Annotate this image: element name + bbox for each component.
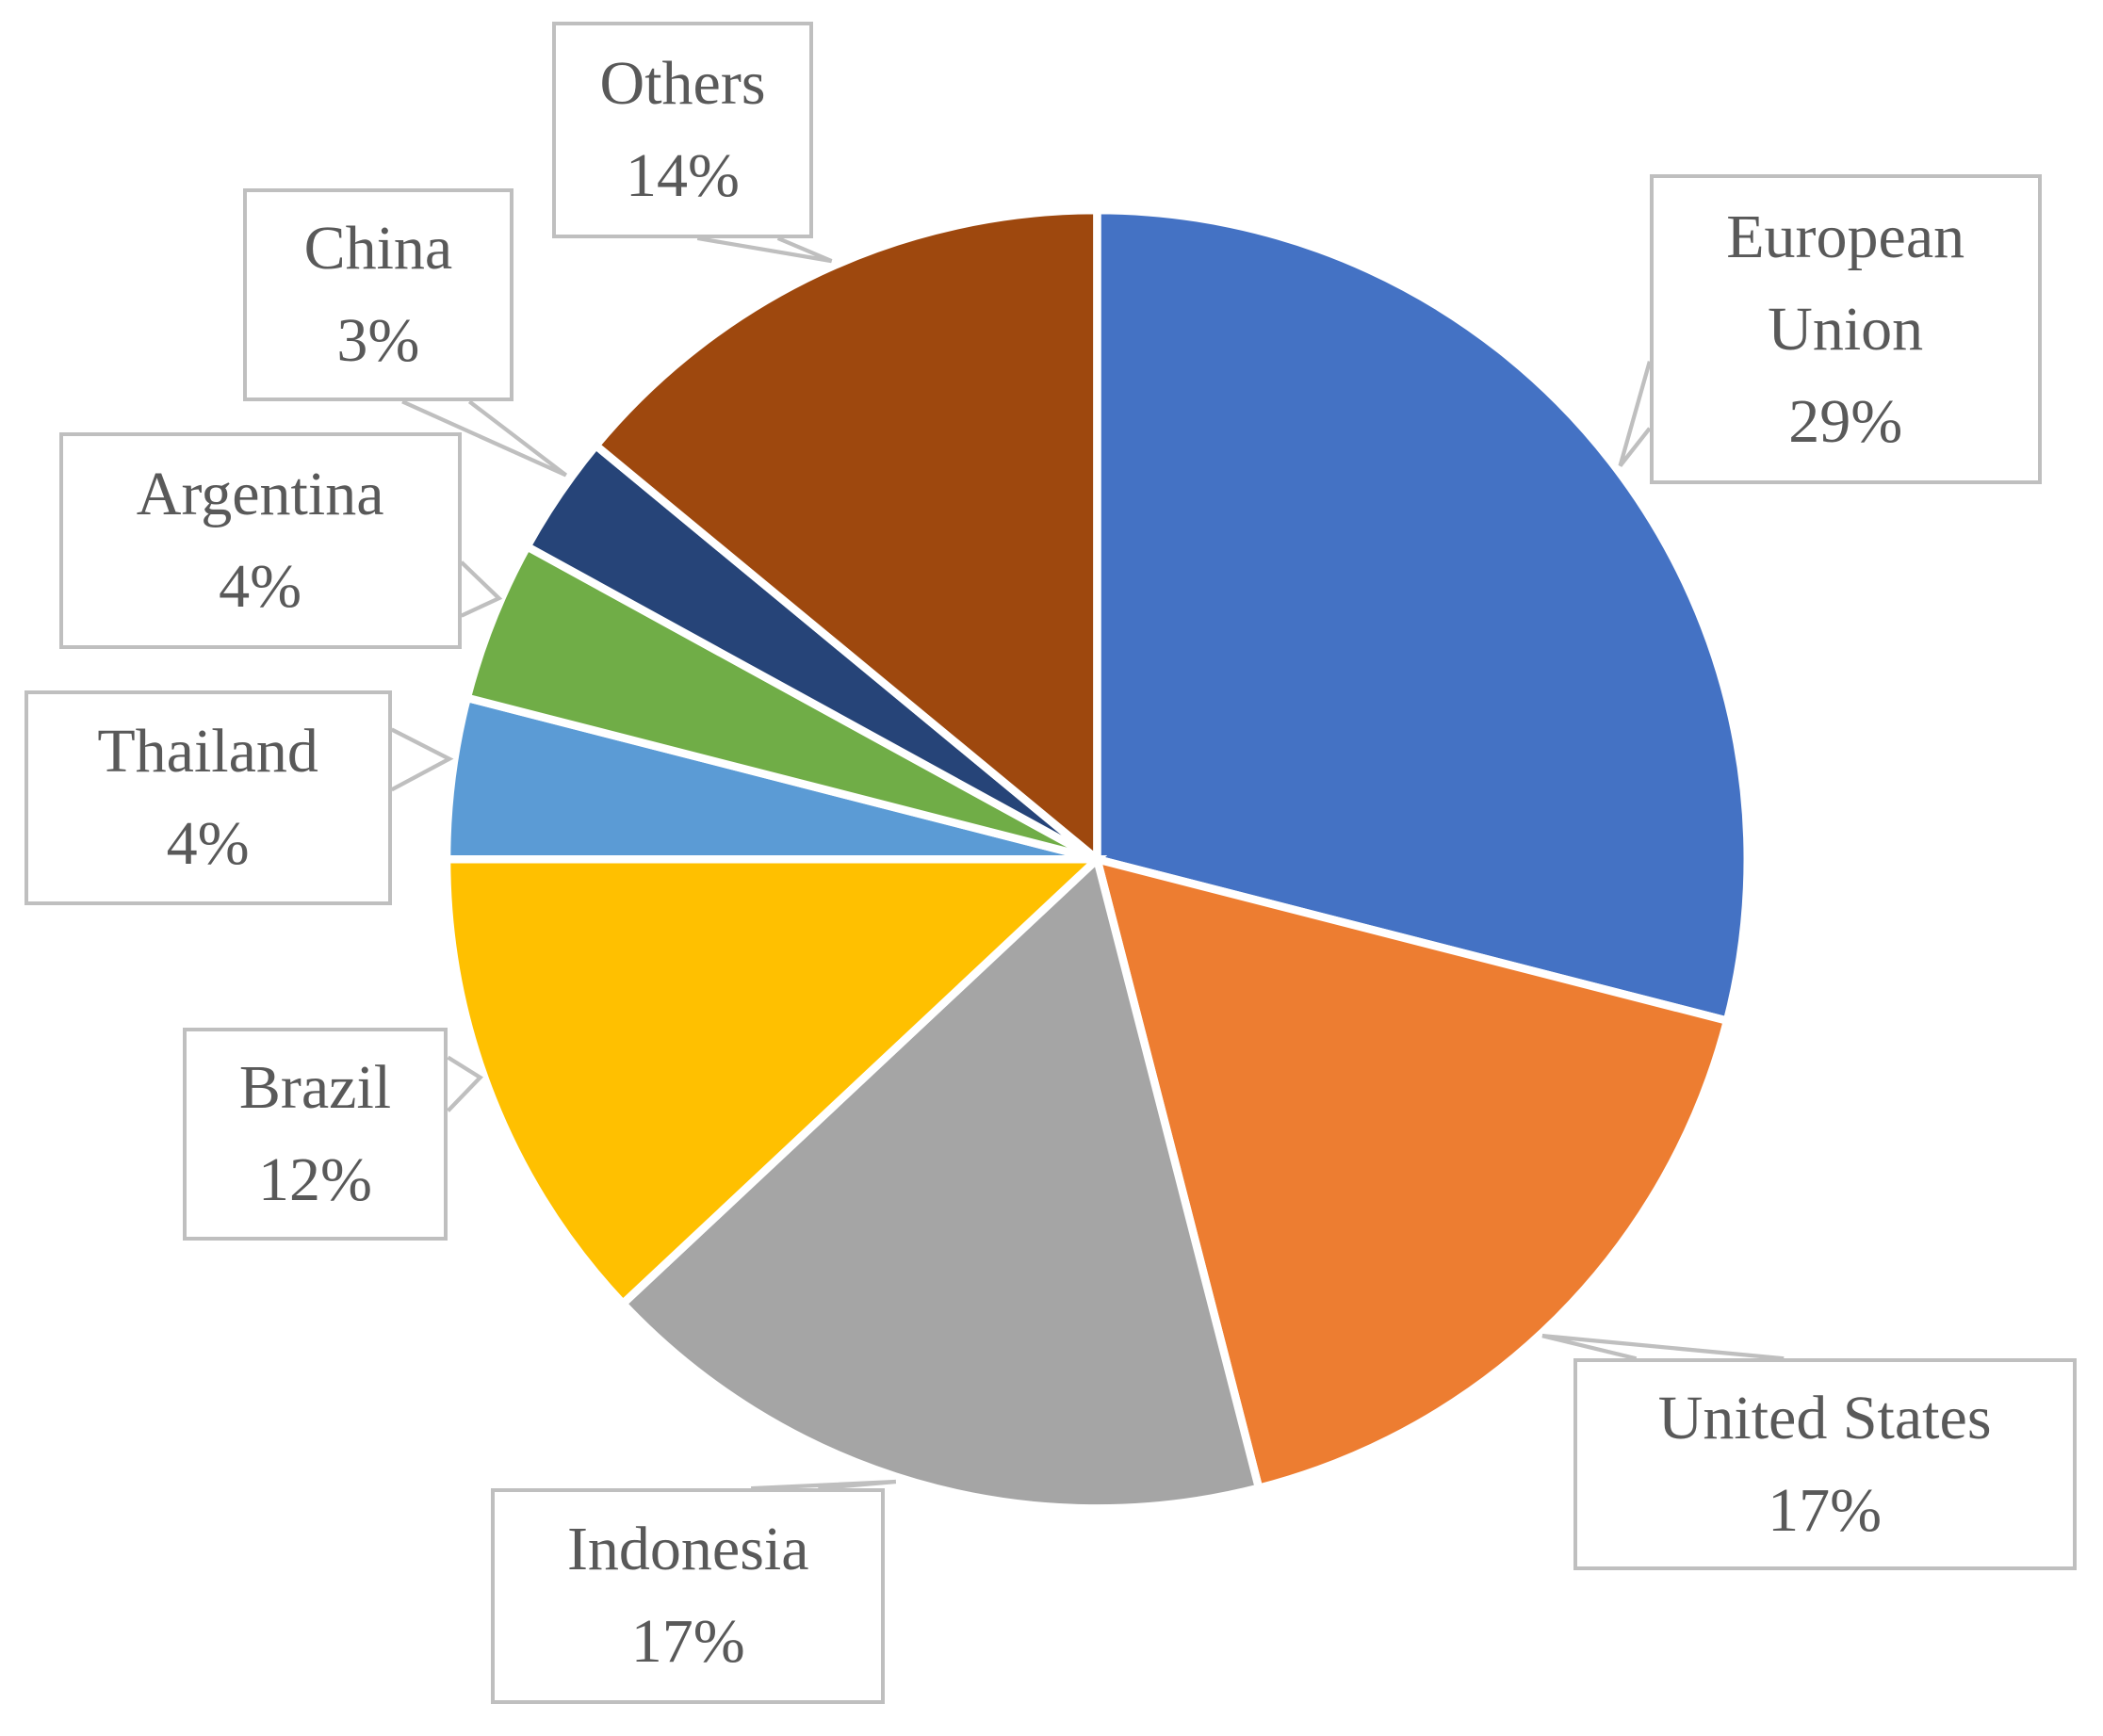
label-value: 29% [1788, 386, 1903, 456]
data-label: Thailand 4% [24, 690, 392, 905]
data-label: China 3% [242, 188, 514, 402]
label-value: 3% [336, 306, 420, 376]
label-name: Brazil [238, 1053, 392, 1123]
pie-slice [617, 852, 1264, 1513]
data-label: Argentina 4% [58, 431, 462, 650]
pie-slice [1091, 853, 1733, 1493]
label-value: 12% [258, 1145, 372, 1215]
data-label: European Union 29% [1649, 173, 2042, 485]
label-value: 14% [626, 140, 741, 210]
label-name: Thailand [97, 716, 318, 786]
callout-pointer [1541, 1334, 1785, 1361]
data-label: United States 17% [1573, 1358, 2077, 1570]
callout-pointer [390, 727, 454, 792]
pie-slice [442, 855, 1108, 1310]
pie-slice [1093, 205, 1752, 1026]
label-value: 17% [1768, 1475, 1883, 1545]
label-name: Others [599, 48, 766, 118]
label-value: 17% [630, 1607, 745, 1677]
data-label: Indonesia 17% [490, 1488, 886, 1704]
label-value: 4% [219, 552, 302, 622]
pie-slice [590, 205, 1101, 868]
data-label: Brazil 12% [182, 1028, 448, 1241]
callout-pointer [401, 399, 568, 478]
label-name: United States [1657, 1383, 1992, 1452]
label-value: 4% [166, 808, 250, 878]
label-name: China [303, 214, 453, 284]
data-label: Others 14% [552, 21, 813, 238]
callout-pointer [751, 1479, 897, 1491]
callout-pointer [460, 560, 503, 618]
callout-pointer [446, 1055, 483, 1112]
callout-pointer [1618, 361, 1652, 467]
callout-pointer [696, 235, 833, 264]
label-name: Argentina [136, 460, 384, 529]
label-name: Indonesia [566, 1515, 809, 1584]
label-name: European Union [1726, 202, 1965, 364]
